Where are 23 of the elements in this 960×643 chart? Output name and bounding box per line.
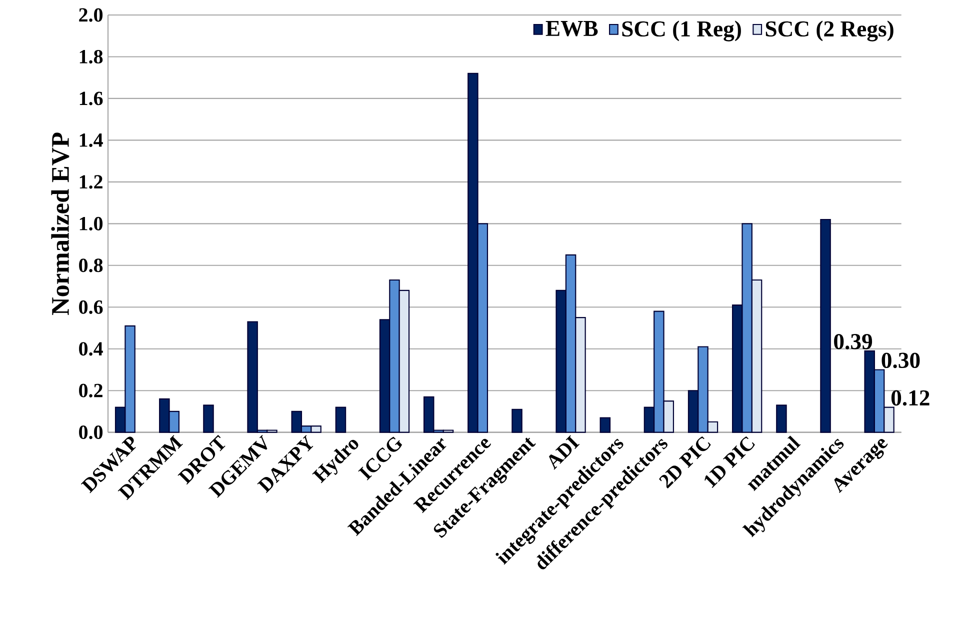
bar bbox=[776, 404, 787, 433]
y-tick-label: 1.6 bbox=[80, 92, 103, 106]
legend-label: EWB bbox=[546, 21, 598, 36]
y-tick-label: 1.0 bbox=[80, 216, 103, 230]
y-tick-label: 0.8 bbox=[79, 258, 103, 272]
y-tick-label: 1.8 bbox=[80, 50, 103, 64]
y-tick-label: 0.2 bbox=[79, 384, 102, 398]
bar bbox=[512, 408, 522, 433]
y-tick-label: 1.4 bbox=[80, 133, 103, 147]
y-tick-label: 0.4 bbox=[79, 342, 103, 356]
bar bbox=[820, 218, 831, 433]
data-label: 0.12 bbox=[891, 390, 930, 406]
y-tick-label: 2.0 bbox=[79, 8, 103, 22]
y-tick-label: 1.2 bbox=[80, 175, 102, 189]
bar bbox=[335, 406, 346, 433]
bar bbox=[600, 417, 611, 433]
legend-label: SCC (1 Reg) bbox=[622, 20, 741, 42]
y-axis-title: Normalized EVP bbox=[51, 132, 70, 315]
y-tick-label: 0.6 bbox=[79, 300, 103, 314]
legend-label: SCC (2 Regs) bbox=[766, 20, 894, 42]
data-label: 0.39 bbox=[834, 334, 872, 350]
data-label: 0.30 bbox=[882, 352, 920, 368]
bar bbox=[203, 404, 214, 433]
